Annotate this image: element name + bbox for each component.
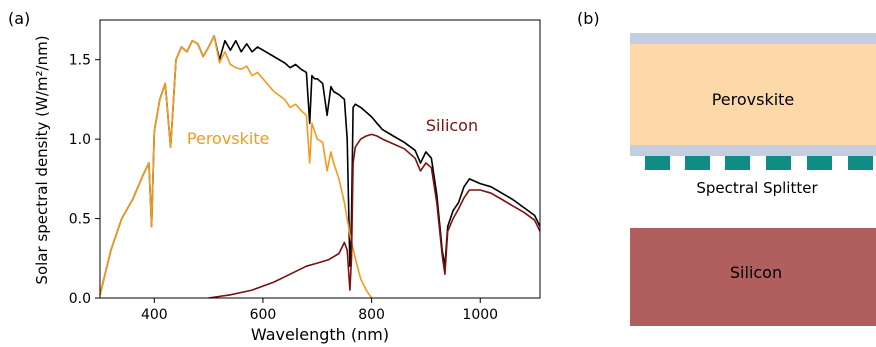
y-tick-label: 1.0 xyxy=(69,132,91,148)
spectral-splitter-label: Spectral Splitter xyxy=(696,179,818,197)
y-tick-label: 1.5 xyxy=(69,53,91,69)
x-tick-label: 400 xyxy=(141,307,168,323)
y-tick-label: 0.0 xyxy=(69,291,91,307)
tick-layer: 400 600 800 1000 0.0 0.5 1.0 1.5 xyxy=(69,53,498,323)
splitter-block xyxy=(807,156,832,170)
y-tick-label: 0.5 xyxy=(69,212,91,228)
spectrum-plot: Perovskite Silicon 400 600 800 1000 0.0 0.5 1.0… xyxy=(33,19,541,344)
x-tick-label: 800 xyxy=(358,307,385,323)
perovskite-layer xyxy=(630,44,876,145)
x-axis-label: Wavelength (nm) xyxy=(251,325,389,344)
x-tick-label: 600 xyxy=(250,307,277,323)
y-axis-label: Solar spectral density (W/m²/nm) xyxy=(33,35,51,284)
silicon-layer xyxy=(630,228,876,326)
spectral-splitter-blocks xyxy=(645,156,873,170)
plot-frame xyxy=(99,19,541,299)
panel-b-schematic: (b) Perovskite Spectral Splitter Silicon xyxy=(577,9,876,326)
series-layer xyxy=(99,35,541,299)
series-line-silicon xyxy=(208,133,541,299)
splitter-block xyxy=(685,156,710,170)
top-glass-layer xyxy=(630,33,876,44)
x-tick-label: 1000 xyxy=(462,307,498,323)
splitter-block xyxy=(848,156,873,170)
panel-a-label: (a) xyxy=(8,9,30,28)
series-line-reference xyxy=(99,35,541,295)
series-annotation: Perovskite xyxy=(187,129,270,148)
series-line-perovskite xyxy=(99,35,373,299)
splitter-block xyxy=(725,156,750,170)
perovskite-layer-label: Perovskite xyxy=(712,90,795,109)
splitter-block xyxy=(766,156,791,170)
silicon-layer-label: Silicon xyxy=(730,263,782,282)
panel-b-label: (b) xyxy=(577,9,600,28)
series-annotation: Silicon xyxy=(426,116,478,135)
splitter-block xyxy=(645,156,670,170)
annotation-layer: Perovskite Silicon xyxy=(187,116,478,148)
bottom-glass-layer xyxy=(630,145,876,156)
